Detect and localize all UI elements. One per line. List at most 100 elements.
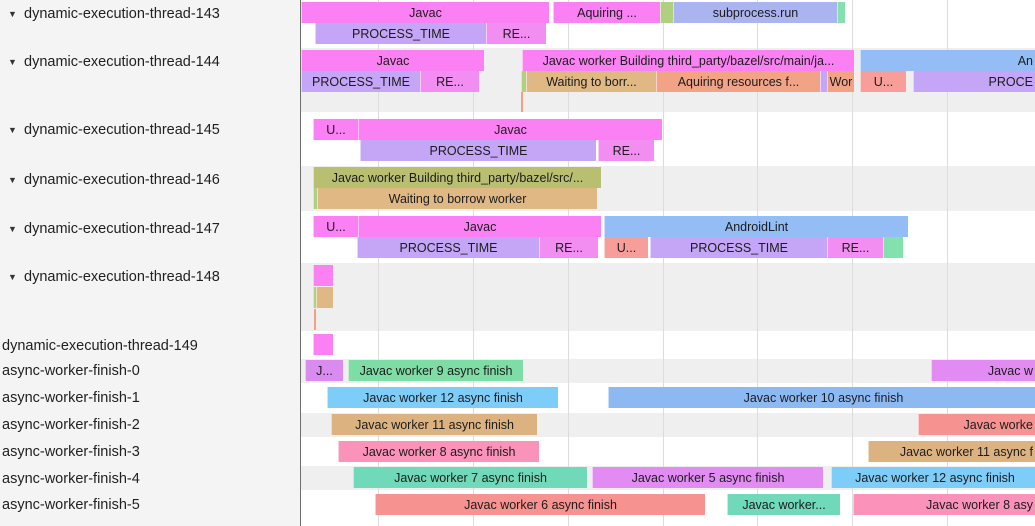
timeline-slice[interactable]: An: [860, 50, 1035, 71]
timeline-slice[interactable]: Javac worker 11 async f: [868, 441, 1035, 462]
time-gridline: [473, 0, 474, 526]
timeline-slice[interactable]: PROCE: [913, 71, 1035, 92]
track-name-label: dynamic-execution-thread-148: [24, 269, 220, 285]
track-name-label: async-worker-finish-4: [2, 471, 140, 487]
timeline-slice[interactable]: Javac worker 12 async finish: [327, 387, 558, 408]
sidebar-row-dynamic-execution-thread-148[interactable]: ▼ dynamic-execution-thread-148: [0, 266, 300, 288]
time-gridline: [757, 0, 758, 526]
expand-arrow-icon[interactable]: ▼: [8, 125, 17, 135]
timeline-slice[interactable]: [837, 2, 845, 23]
time-gridline: [947, 0, 948, 526]
timeline-slice[interactable]: Javac w: [931, 360, 1035, 381]
timeline-slice[interactable]: Waiting to borrow worker: [317, 188, 597, 209]
timeline-slice[interactable]: Javac worker 6 async finish: [375, 494, 705, 515]
sidebar-row-async-worker-finish-2[interactable]: async-worker-finish-2: [0, 414, 300, 436]
expand-arrow-icon[interactable]: ▼: [8, 175, 17, 185]
track-name-label: async-worker-finish-2: [2, 417, 140, 433]
track-name-label: dynamic-execution-thread-146: [24, 172, 220, 188]
time-gridline: [663, 0, 664, 526]
timeline-slice[interactable]: [313, 265, 333, 286]
timeline-slice[interactable]: Javac worker 5 async finish: [592, 467, 823, 488]
timeline-slice[interactable]: PROCESS_TIME: [315, 23, 486, 44]
timeline-slice[interactable]: [313, 334, 333, 355]
track-name-label: dynamic-execution-thread-144: [24, 54, 220, 70]
timeline-slice[interactable]: [316, 287, 333, 308]
timeline-slice[interactable]: Javac: [358, 216, 601, 237]
timeline-slice[interactable]: Javac worke: [918, 414, 1035, 435]
timeline-slice[interactable]: PROCESS_TIME: [301, 71, 420, 92]
timeline-slice[interactable]: Javac worker 7 async finish: [353, 467, 587, 488]
time-gridline: [852, 0, 853, 526]
timeline-slice[interactable]: Javac worker 11 async finish: [331, 414, 537, 435]
sidebar-row-async-worker-finish-4[interactable]: async-worker-finish-4: [0, 468, 300, 490]
timeline-slice[interactable]: U...: [313, 216, 358, 237]
timeline-slice[interactable]: RE...: [827, 237, 883, 258]
sidebar-row-dynamic-execution-thread-147[interactable]: ▼ dynamic-execution-thread-147: [0, 218, 300, 240]
timeline-slice[interactable]: Waiting to borr...: [526, 71, 656, 92]
timeline-slice[interactable]: Aquiring resources f...: [656, 71, 820, 92]
timeline-slice[interactable]: subprocess.run: [673, 2, 837, 23]
timeline-slice[interactable]: Javac worker Building third_party/bazel/…: [522, 50, 854, 71]
track-group-background: [301, 333, 1035, 357]
timeline-slice[interactable]: Javac worker 12 async finish: [831, 467, 1035, 488]
timeline-slice[interactable]: RE...: [598, 140, 654, 161]
sidebar-row-dynamic-execution-thread-146[interactable]: ▼ dynamic-execution-thread-146: [0, 169, 300, 191]
timeline-slice[interactable]: RE...: [486, 23, 546, 44]
timeline-slice[interactable]: Wor: [827, 71, 854, 92]
sidebar-row-dynamic-execution-thread-145[interactable]: ▼ dynamic-execution-thread-145: [0, 119, 300, 141]
sidebar-row-dynamic-execution-thread-149[interactable]: dynamic-execution-thread-149: [0, 335, 300, 357]
timeline-slice[interactable]: RE...: [539, 237, 598, 258]
track-group-background: [301, 263, 1035, 331]
timeline-slice[interactable]: Javac: [358, 119, 662, 140]
track-name-label: async-worker-finish-3: [2, 444, 140, 460]
track-name-label: dynamic-execution-thread-145: [24, 122, 220, 138]
track-name-label: dynamic-execution-thread-143: [24, 6, 220, 22]
timeline-slice[interactable]: Javac worker 8 async finish: [338, 441, 539, 462]
timeline-slice[interactable]: Aquiring ...: [553, 2, 660, 23]
expand-arrow-icon[interactable]: ▼: [8, 9, 17, 19]
expand-arrow-icon[interactable]: ▼: [8, 272, 17, 282]
expand-arrow-icon[interactable]: ▼: [8, 224, 17, 234]
timeline-slice[interactable]: Javac worker...: [727, 494, 840, 515]
timeline-slice[interactable]: PROCESS_TIME: [650, 237, 827, 258]
expand-arrow-icon[interactable]: ▼: [8, 57, 17, 67]
timeline-slice[interactable]: RE...: [420, 71, 479, 92]
track-name-label: async-worker-finish-5: [2, 497, 140, 513]
timeline-slice[interactable]: PROCESS_TIME: [360, 140, 596, 161]
track-name-label: dynamic-execution-thread-147: [24, 221, 220, 237]
sidebar-row-async-worker-finish-1[interactable]: async-worker-finish-1: [0, 387, 300, 409]
time-gridline: [568, 0, 569, 526]
timeline-slice[interactable]: U...: [604, 237, 648, 258]
timeline-slice[interactable]: J...: [305, 360, 343, 381]
time-gridline: [378, 0, 379, 526]
timeline-slice[interactable]: Javac: [301, 50, 484, 71]
track-name-label: async-worker-finish-1: [2, 390, 140, 406]
timeline-slice[interactable]: [521, 71, 526, 92]
track-name-label: dynamic-execution-thread-149: [2, 338, 198, 354]
timeline-slice[interactable]: PROCESS_TIME: [357, 237, 539, 258]
sidebar-row-async-worker-finish-3[interactable]: async-worker-finish-3: [0, 441, 300, 463]
timeline-slice[interactable]: [313, 188, 317, 209]
timeline-slice[interactable]: Javac worker 10 async finish: [608, 387, 1035, 408]
timeline-slice[interactable]: Javac: [301, 2, 549, 23]
timeline-slice[interactable]: U...: [313, 119, 358, 140]
timeline-slice[interactable]: Javac worker 9 async finish: [348, 360, 523, 381]
timeline-slice[interactable]: [313, 287, 316, 308]
sidebar-row-async-worker-finish-5[interactable]: async-worker-finish-5: [0, 494, 300, 516]
track-name-sidebar: ▼ dynamic-execution-thread-143 ▼ dynamic-ex…: [0, 0, 301, 526]
timeline-slice[interactable]: Javac worker Building third_party/bazel/…: [313, 167, 601, 188]
instant-event-marker[interactable]: [314, 309, 316, 330]
sidebar-row-dynamic-execution-thread-144[interactable]: ▼ dynamic-execution-thread-144: [0, 51, 300, 73]
timeline-slice[interactable]: AndroidLint: [604, 216, 908, 237]
instant-event-marker[interactable]: [521, 92, 523, 112]
timeline-slice[interactable]: [883, 237, 903, 258]
timeline-slice[interactable]: [660, 2, 673, 23]
timeline-slice[interactable]: U...: [860, 71, 906, 92]
sidebar-row-dynamic-execution-thread-143[interactable]: ▼ dynamic-execution-thread-143: [0, 3, 300, 25]
timeline-slice[interactable]: Javac worker 8 asy: [853, 494, 1035, 515]
track-name-label: async-worker-finish-0: [2, 363, 140, 379]
sidebar-row-async-worker-finish-0[interactable]: async-worker-finish-0: [0, 360, 300, 382]
timeline-slice[interactable]: [820, 71, 827, 92]
